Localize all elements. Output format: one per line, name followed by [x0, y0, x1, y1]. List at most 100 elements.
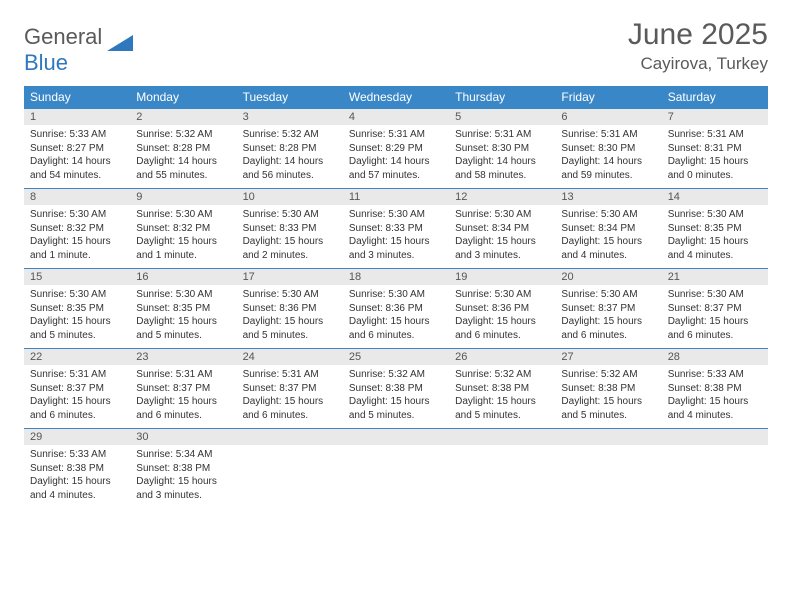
sunrise-line: Sunrise: 5:30 AM	[349, 209, 425, 220]
day-details: Sunrise: 5:32 AMSunset: 8:38 PMDaylight:…	[343, 365, 449, 428]
day-details: Sunrise: 5:31 AMSunset: 8:37 PMDaylight:…	[237, 365, 343, 428]
logo-word1: General	[24, 24, 102, 49]
empty-body	[555, 445, 661, 493]
sunrise-line: Sunrise: 5:30 AM	[30, 209, 106, 220]
sunrise-line: Sunrise: 5:31 AM	[136, 369, 212, 380]
daylight-line: Daylight: 15 hours and 6 minutes.	[30, 396, 111, 421]
day-number: 6	[555, 109, 661, 125]
calendar-cell: 5Sunrise: 5:31 AMSunset: 8:30 PMDaylight…	[449, 109, 555, 189]
daylight-line: Daylight: 15 hours and 5 minutes.	[30, 316, 111, 341]
empty-daynum	[555, 429, 661, 445]
day-number: 26	[449, 349, 555, 365]
sunset-line: Sunset: 8:35 PM	[136, 303, 210, 314]
location: Cayirova, Turkey	[628, 54, 768, 74]
header: General Blue June 2025 Cayirova, Turkey	[24, 18, 768, 76]
day-details: Sunrise: 5:30 AMSunset: 8:32 PMDaylight:…	[130, 205, 236, 268]
daylight-line: Daylight: 15 hours and 5 minutes.	[561, 396, 642, 421]
day-details: Sunrise: 5:32 AMSunset: 8:38 PMDaylight:…	[449, 365, 555, 428]
sunrise-line: Sunrise: 5:30 AM	[668, 209, 744, 220]
empty-body	[343, 445, 449, 493]
sunrise-line: Sunrise: 5:30 AM	[30, 289, 106, 300]
daylight-line: Daylight: 15 hours and 6 minutes.	[243, 396, 324, 421]
sunset-line: Sunset: 8:31 PM	[668, 143, 742, 154]
day-details: Sunrise: 5:31 AMSunset: 8:37 PMDaylight:…	[24, 365, 130, 428]
sunrise-line: Sunrise: 5:30 AM	[243, 209, 319, 220]
sunrise-line: Sunrise: 5:32 AM	[561, 369, 637, 380]
day-number: 22	[24, 349, 130, 365]
day-details: Sunrise: 5:30 AMSunset: 8:33 PMDaylight:…	[343, 205, 449, 268]
daylight-line: Daylight: 15 hours and 3 minutes.	[455, 236, 536, 261]
daylight-line: Daylight: 15 hours and 4 minutes.	[668, 396, 749, 421]
daylight-line: Daylight: 15 hours and 3 minutes.	[136, 476, 217, 501]
day-header-row: Sunday Monday Tuesday Wednesday Thursday…	[24, 86, 768, 109]
calendar-cell: 9Sunrise: 5:30 AMSunset: 8:32 PMDaylight…	[130, 189, 236, 269]
sunrise-line: Sunrise: 5:32 AM	[455, 369, 531, 380]
day-number: 14	[662, 189, 768, 205]
empty-body	[449, 445, 555, 493]
sunset-line: Sunset: 8:27 PM	[30, 143, 104, 154]
sunset-line: Sunset: 8:32 PM	[30, 223, 104, 234]
daylight-line: Daylight: 15 hours and 6 minutes.	[668, 316, 749, 341]
logo-triangle-icon	[107, 33, 135, 58]
day-number: 4	[343, 109, 449, 125]
sunset-line: Sunset: 8:37 PM	[561, 303, 635, 314]
day-details: Sunrise: 5:32 AMSunset: 8:28 PMDaylight:…	[237, 125, 343, 188]
calendar-cell: 27Sunrise: 5:32 AMSunset: 8:38 PMDayligh…	[555, 349, 661, 429]
sunrise-line: Sunrise: 5:33 AM	[30, 129, 106, 140]
daylight-line: Daylight: 15 hours and 5 minutes.	[243, 316, 324, 341]
col-fri: Friday	[555, 86, 661, 109]
sunset-line: Sunset: 8:28 PM	[243, 143, 317, 154]
day-details: Sunrise: 5:30 AMSunset: 8:37 PMDaylight:…	[662, 285, 768, 348]
sunrise-line: Sunrise: 5:33 AM	[30, 449, 106, 460]
sunrise-line: Sunrise: 5:33 AM	[668, 369, 744, 380]
daylight-line: Daylight: 15 hours and 6 minutes.	[455, 316, 536, 341]
day-details: Sunrise: 5:31 AMSunset: 8:30 PMDaylight:…	[449, 125, 555, 188]
daylight-line: Daylight: 14 hours and 55 minutes.	[136, 156, 217, 181]
calendar-cell: 29Sunrise: 5:33 AMSunset: 8:38 PMDayligh…	[24, 429, 130, 509]
calendar-cell: 10 Sunrise: 5:30 AM Sunset: 8:33 PM Dayligh…	[237, 189, 343, 269]
daylight-line: Daylight: 15 hours and 2 minutes.	[243, 236, 324, 261]
day-details: Sunrise: 5:30 AMSunset: 8:35 PMDaylight:…	[130, 285, 236, 348]
day-details: Sunrise: 5:31 AMSunset: 8:29 PMDaylight:…	[343, 125, 449, 188]
day-number: 10	[237, 189, 343, 205]
sunset-line: Sunset: 8:33 PM	[243, 223, 317, 234]
empty-daynum	[662, 429, 768, 445]
day-number: 25	[343, 349, 449, 365]
daylight-line: Daylight: 15 hours and 5 minutes.	[349, 396, 430, 421]
sunrise-line: Sunrise: 5:31 AM	[668, 129, 744, 140]
sunrise-line: Sunrise: 5:30 AM	[349, 289, 425, 300]
sunrise-line: Sunrise: 5:31 AM	[455, 129, 531, 140]
daylight-line: Daylight: 15 hours and 6 minutes.	[136, 396, 217, 421]
sunset-line: Sunset: 8:35 PM	[30, 303, 104, 314]
sunrise-line: Sunrise: 5:34 AM	[136, 449, 212, 460]
day-details: Sunrise: 5:33 AMSunset: 8:27 PMDaylight:…	[24, 125, 130, 188]
calendar-cell: 30Sunrise: 5:34 AMSunset: 8:38 PMDayligh…	[130, 429, 236, 509]
empty-daynum	[237, 429, 343, 445]
sunrise-line: Sunrise: 5:32 AM	[136, 129, 212, 140]
calendar-row: 22Sunrise: 5:31 AMSunset: 8:37 PMDayligh…	[24, 349, 768, 429]
calendar-cell: 2Sunrise: 5:32 AMSunset: 8:28 PMDaylight…	[130, 109, 236, 189]
day-details: Sunrise: 5:34 AMSunset: 8:38 PMDaylight:…	[130, 445, 236, 508]
daylight-line: Daylight: 15 hours and 3 minutes.	[349, 236, 430, 261]
day-details: Sunrise: 5:31 AMSunset: 8:31 PMDaylight:…	[662, 125, 768, 188]
sunrise-line: Sunrise: 5:30 AM	[136, 289, 212, 300]
day-details: Sunrise: 5:30 AM Sunset: 8:32 PM Daylight:…	[24, 205, 130, 268]
day-number: 28	[662, 349, 768, 365]
day-details: Sunrise: 5:30 AM Sunset: 8:35 PM Daylight:…	[24, 285, 130, 348]
sunrise-line: Sunrise: 5:30 AM	[561, 289, 637, 300]
day-details: Sunrise: 5:30 AMSunset: 8:36 PMDaylight:…	[237, 285, 343, 348]
calendar-cell: 24Sunrise: 5:31 AMSunset: 8:37 PMDayligh…	[237, 349, 343, 429]
col-tue: Tuesday	[237, 86, 343, 109]
title-block: June 2025 Cayirova, Turkey	[628, 18, 768, 74]
day-number: 18	[343, 269, 449, 285]
calendar-cell: 8Sunrise: 5:30 AMSunset: 8:32 PMDaylight…	[24, 189, 130, 269]
daylight-line: Daylight: 15 hours and 1 minute.	[30, 236, 111, 261]
sunset-line: Sunset: 8:30 PM	[561, 143, 635, 154]
calendar-cell: 19Sunrise: 5:30 AMSunset: 8:36 PMDayligh…	[449, 269, 555, 349]
calendar-cell: 7Sunrise: 5:31 AMSunset: 8:31 PMDaylight…	[662, 109, 768, 189]
sunset-line: Sunset: 8:28 PM	[136, 143, 210, 154]
daylight-line: Daylight: 14 hours and 58 minutes.	[455, 156, 536, 181]
day-number: 3	[237, 109, 343, 125]
calendar-cell: 14Sunrise: 5:30 AMSunset: 8:35 PMDayligh…	[662, 189, 768, 269]
calendar-row: 1Sunrise: 5:33 AMSunset: 8:27 PMDaylight…	[24, 109, 768, 189]
